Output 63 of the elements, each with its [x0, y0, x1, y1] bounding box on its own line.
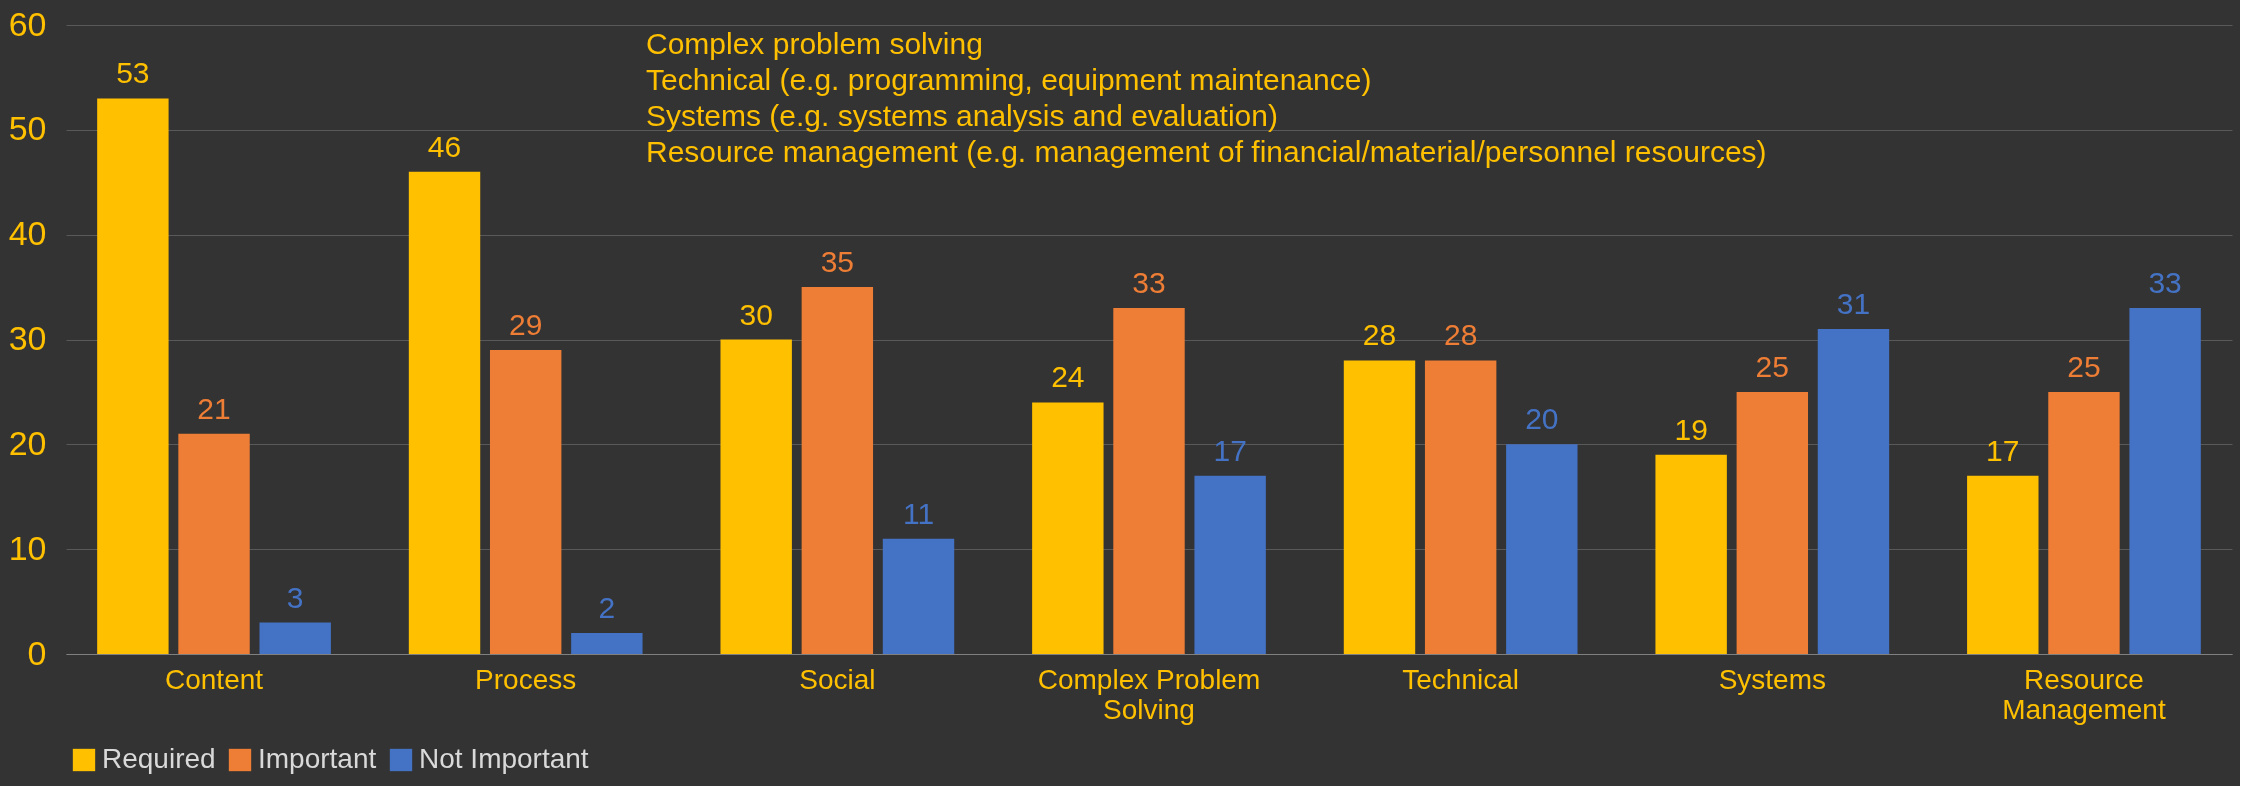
bar — [1343, 360, 1416, 654]
data-label: 17 — [1213, 433, 1247, 467]
data-label: 2 — [598, 591, 616, 625]
bar — [178, 433, 250, 654]
bar — [571, 633, 643, 654]
bar — [1817, 329, 1890, 654]
x-tick-label: Content — [165, 663, 264, 695]
bar — [1113, 308, 1185, 654]
data-label: 46 — [427, 129, 462, 163]
bar — [720, 339, 792, 654]
bar — [1736, 391, 1809, 654]
bar — [1032, 402, 1104, 654]
bar — [97, 98, 169, 654]
x-tick-label: Systems — [1718, 663, 1826, 695]
x-tick-label: Process — [475, 663, 577, 695]
annotation: Technical (e.g. programming, equipment maintenance) — [646, 63, 1372, 96]
x-tick-label: Resource Management — [2002, 663, 2166, 725]
data-label: 28 — [1362, 318, 1397, 352]
y-tick-label: 60 — [8, 4, 47, 43]
bar — [2048, 391, 2120, 654]
bar — [1424, 360, 1497, 654]
data-label: 29 — [509, 307, 543, 341]
bar — [408, 171, 481, 654]
bar — [489, 349, 562, 654]
bar — [2129, 308, 2201, 654]
x-tick-label: Social — [799, 663, 876, 695]
annotation: Complex problem solving — [646, 27, 983, 60]
x-tick-label: Technical — [1402, 663, 1520, 695]
bar — [1194, 475, 1266, 654]
data-label: 31 — [1836, 287, 1871, 321]
bar — [882, 538, 955, 654]
bar — [1967, 475, 2039, 654]
legend-label: Not Important — [419, 743, 589, 774]
y-tick-label: 20 — [8, 423, 47, 462]
data-label: 33 — [2148, 266, 2182, 300]
data-label: 17 — [1986, 433, 2020, 467]
bar — [1506, 444, 1578, 654]
bar — [1655, 454, 1727, 654]
annotation: Resource management (e.g. management of financial/material/personnel resources) — [646, 135, 1767, 168]
y-tick-label: 0 — [27, 633, 47, 672]
data-label: 53 — [116, 56, 150, 90]
data-label: 3 — [286, 580, 304, 614]
bar — [801, 287, 874, 654]
data-label: 25 — [2067, 349, 2101, 383]
y-tick-label: 10 — [8, 528, 47, 567]
data-label: 28 — [1443, 318, 1478, 352]
legend-label: Important — [258, 743, 377, 774]
data-label: 20 — [1525, 402, 1559, 436]
data-label: 21 — [197, 391, 231, 425]
annotation: Systems (e.g. systems analysis and evaluation) — [646, 99, 1278, 132]
data-label: 25 — [1755, 349, 1789, 383]
y-tick-label: 30 — [8, 319, 47, 357]
data-label: 33 — [1132, 266, 1166, 300]
y-tick-label: 40 — [8, 214, 47, 253]
legend-label: Required — [102, 743, 216, 774]
data-label: 11 — [902, 496, 935, 530]
data-label: 24 — [1051, 360, 1085, 394]
data-label: 35 — [820, 245, 855, 279]
data-label: 30 — [739, 297, 773, 331]
x-tick-label: Complex Problem Solving — [1037, 663, 1261, 725]
data-label: 19 — [1674, 412, 1708, 446]
bar — [259, 622, 331, 654]
y-tick-label: 50 — [8, 109, 47, 148]
